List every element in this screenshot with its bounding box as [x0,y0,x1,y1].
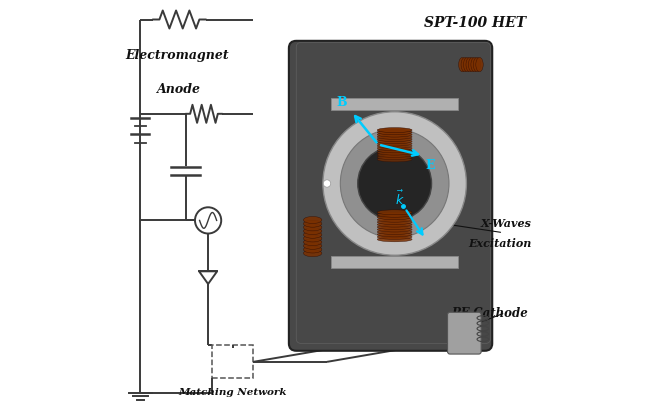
Text: Matching Network: Matching Network [179,387,287,396]
Ellipse shape [377,218,412,222]
Ellipse shape [377,151,412,156]
Ellipse shape [303,224,322,231]
Ellipse shape [377,222,412,227]
Ellipse shape [303,217,322,224]
Ellipse shape [464,58,471,73]
Bar [331,99,458,110]
Circle shape [340,130,449,238]
Ellipse shape [377,225,412,230]
Ellipse shape [377,139,412,144]
Ellipse shape [377,133,412,138]
Ellipse shape [377,210,412,215]
Ellipse shape [377,237,412,242]
Ellipse shape [377,128,412,133]
Ellipse shape [377,235,412,240]
Circle shape [323,112,466,256]
Ellipse shape [303,250,322,257]
Circle shape [358,147,432,221]
Ellipse shape [458,58,466,73]
Text: $\vec{k}$: $\vec{k}$ [394,189,404,207]
Ellipse shape [377,155,412,160]
Text: E: E [425,158,435,171]
Text: Excitation: Excitation [468,238,531,249]
Ellipse shape [303,243,322,249]
Ellipse shape [303,235,322,242]
Bar [212,346,253,378]
Ellipse shape [377,232,412,237]
Text: Electromagnet: Electromagnet [126,49,229,62]
Ellipse shape [377,215,412,220]
Ellipse shape [303,228,322,235]
Ellipse shape [377,142,412,147]
Ellipse shape [377,220,412,225]
Ellipse shape [303,231,322,238]
Ellipse shape [377,230,412,235]
Ellipse shape [377,146,412,151]
Text: Anode: Anode [158,83,201,96]
FancyBboxPatch shape [289,42,492,351]
Ellipse shape [461,58,468,73]
Ellipse shape [377,157,412,162]
Text: B: B [337,95,347,108]
Ellipse shape [471,58,478,73]
Ellipse shape [377,144,412,149]
Ellipse shape [377,130,412,135]
Ellipse shape [303,220,322,227]
Ellipse shape [377,137,412,142]
FancyBboxPatch shape [447,312,481,354]
Bar [331,256,458,268]
Ellipse shape [377,153,412,158]
Text: RF Cathode: RF Cathode [451,306,528,319]
Ellipse shape [303,239,322,246]
Ellipse shape [476,58,483,73]
Ellipse shape [377,148,412,153]
Ellipse shape [377,213,412,218]
Circle shape [323,180,331,188]
Ellipse shape [377,227,412,232]
Text: SPT-100 HET: SPT-100 HET [424,16,526,30]
Ellipse shape [468,58,476,73]
Text: X-Waves: X-Waves [480,218,531,228]
Ellipse shape [303,246,322,253]
Ellipse shape [473,58,481,73]
Ellipse shape [377,135,412,140]
Ellipse shape [466,58,473,73]
